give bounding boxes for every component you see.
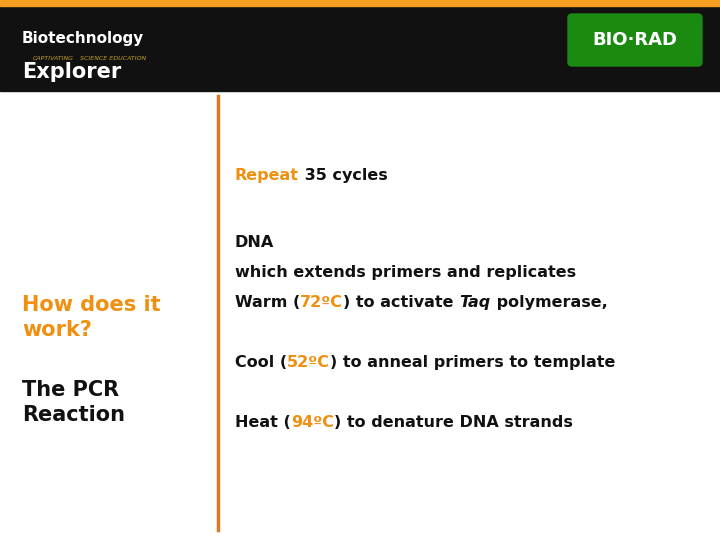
Bar — [0, 0, 720, 6]
Text: polymerase,: polymerase, — [490, 295, 608, 310]
Text: Repeat: Repeat — [235, 168, 299, 183]
Text: The PCR
Reaction: The PCR Reaction — [22, 380, 125, 425]
Text: CAPTIVATING: CAPTIVATING — [33, 56, 74, 61]
Text: 72ºC: 72ºC — [300, 295, 343, 310]
Text: 52ºC: 52ºC — [287, 355, 330, 370]
Text: DNA: DNA — [235, 235, 274, 250]
Text: ) to denature DNA strands: ) to denature DNA strands — [334, 415, 572, 430]
FancyBboxPatch shape — [568, 14, 702, 66]
Text: BIO·RAD: BIO·RAD — [593, 31, 678, 49]
Text: Heat (: Heat ( — [235, 415, 291, 430]
Text: Biotechnology: Biotechnology — [22, 31, 144, 46]
Text: ) to activate: ) to activate — [343, 295, 459, 310]
Bar — [0, 6, 720, 91]
Text: SCIENCE EDUCATION: SCIENCE EDUCATION — [80, 56, 146, 61]
Text: 35 cycles: 35 cycles — [299, 168, 388, 183]
Text: Warm (: Warm ( — [235, 295, 300, 310]
Text: Explorer: Explorer — [22, 62, 121, 82]
Text: 94ºC: 94ºC — [291, 415, 334, 430]
Text: How does it
work?: How does it work? — [22, 295, 161, 340]
Text: Taq: Taq — [459, 295, 490, 310]
Text: ) to anneal primers to template: ) to anneal primers to template — [330, 355, 616, 370]
Text: which extends primers and replicates: which extends primers and replicates — [235, 265, 576, 280]
Text: Cool (: Cool ( — [235, 355, 287, 370]
